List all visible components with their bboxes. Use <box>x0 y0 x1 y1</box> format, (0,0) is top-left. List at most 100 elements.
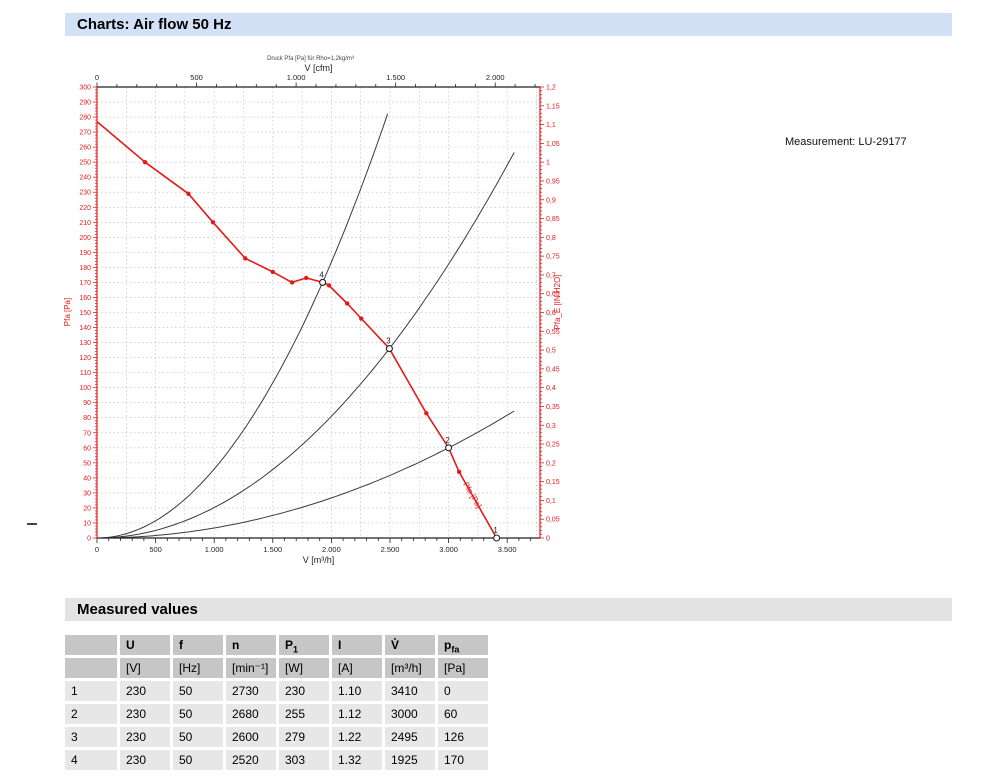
svg-text:2: 2 <box>445 436 450 445</box>
svg-text:160: 160 <box>79 295 91 302</box>
svg-text:130: 130 <box>79 340 91 347</box>
svg-text:0,45: 0,45 <box>546 366 560 373</box>
svg-text:0: 0 <box>95 73 99 82</box>
svg-text:0: 0 <box>87 536 91 543</box>
svg-text:290: 290 <box>79 100 91 107</box>
table-header-cell: I <box>332 635 382 655</box>
svg-text:0,1: 0,1 <box>546 498 556 505</box>
svg-text:100: 100 <box>79 385 91 392</box>
table-cell: 230 <box>120 750 170 770</box>
page-margin-mark <box>27 523 37 525</box>
svg-text:1.000: 1.000 <box>287 73 306 82</box>
table-cell: 2680 <box>226 704 276 724</box>
table-cell: 1925 <box>385 750 435 770</box>
svg-text:1: 1 <box>546 160 550 167</box>
table-cell: 2730 <box>226 681 276 701</box>
table-unit-cell: [Hz] <box>173 658 223 678</box>
svg-text:V [m³/h]: V [m³/h] <box>303 555 335 565</box>
svg-text:0,55: 0,55 <box>546 329 560 336</box>
table-header-cell: P1 <box>279 635 329 655</box>
svg-text:Pfa_E [IN H2O]: Pfa_E [IN H2O] <box>553 274 562 329</box>
fan-pressure-curve <box>96 120 498 539</box>
axis-left: 0 10 20 30 40 50 60 70 80 90 100 110 120 130 140 150 160… <box>63 85 97 543</box>
svg-text:2.000: 2.000 <box>322 545 341 554</box>
svg-text:3.000: 3.000 <box>439 545 458 554</box>
table-cell: 50 <box>173 681 223 701</box>
grid-lines <box>97 87 540 538</box>
svg-text:80: 80 <box>83 415 91 422</box>
table-cell: 1.10 <box>332 681 382 701</box>
svg-text:0,9: 0,9 <box>546 197 556 204</box>
svg-text:180: 180 <box>79 265 91 272</box>
axis-top: 0 500 1.000 1.500 2.000 V [cfm]Druck Pfa [Pa]… <box>95 56 536 87</box>
svg-text:220: 220 <box>79 205 91 212</box>
system-curves <box>96 113 515 539</box>
table-cell: 230 <box>120 727 170 747</box>
table-cell: 303 <box>279 750 329 770</box>
table-header-cell: pfa <box>438 635 488 655</box>
table-row-number: 1 <box>65 681 117 701</box>
svg-text:1,15: 1,15 <box>546 103 560 110</box>
axis-bottom: 0 500 1.000 1.500 2.000 2.500 3.000 3.500 V [m³/… <box>95 538 532 565</box>
svg-text:0,65: 0,65 <box>546 291 560 298</box>
svg-text:0: 0 <box>95 545 99 554</box>
page-title-bar: Charts: Air flow 50 Hz <box>65 13 952 36</box>
table-cell: 230 <box>279 681 329 701</box>
svg-text:1.000: 1.000 <box>205 545 224 554</box>
svg-text:170: 170 <box>79 280 91 287</box>
svg-text:3.500: 3.500 <box>498 545 517 554</box>
svg-text:210: 210 <box>79 220 91 227</box>
svg-text:1,2: 1,2 <box>546 85 556 92</box>
svg-text:0,5: 0,5 <box>546 348 556 355</box>
table-cell: 1.22 <box>332 727 382 747</box>
svg-text:30: 30 <box>83 490 91 497</box>
svg-text:Druck Pfa [Pa] für Rho=1,2kg/m: Druck Pfa [Pa] für Rho=1,2kg/m³ <box>267 56 354 62</box>
svg-text:1,05: 1,05 <box>546 141 560 148</box>
svg-text:260: 260 <box>79 145 91 152</box>
svg-text:0: 0 <box>546 536 550 543</box>
table-cell: 2600 <box>226 727 276 747</box>
table-cell: 230 <box>120 704 170 724</box>
svg-text:150: 150 <box>79 310 91 317</box>
airflow-chart-svg: 0 500 1.000 1.500 2.000 2.500 3.000 3.500 V [m³/… <box>63 56 562 565</box>
table-header-cell <box>65 635 117 655</box>
table-cell: 279 <box>279 727 329 747</box>
table-header-cell: n <box>226 635 276 655</box>
svg-text:300: 300 <box>79 85 91 92</box>
svg-text:1.500: 1.500 <box>263 545 282 554</box>
svg-text:200: 200 <box>79 235 91 242</box>
svg-text:110: 110 <box>80 370 91 377</box>
table-row-number: 2 <box>65 704 117 724</box>
svg-text:70: 70 <box>83 430 91 437</box>
svg-text:1,1: 1,1 <box>546 122 556 129</box>
svg-text:0,05: 0,05 <box>546 517 560 524</box>
svg-text:2.000: 2.000 <box>486 73 505 82</box>
measurement-label: Measurement: LU-29177 <box>785 136 907 148</box>
svg-text:0,85: 0,85 <box>546 216 560 223</box>
svg-text:190: 190 <box>79 250 91 257</box>
svg-text:40: 40 <box>83 475 91 482</box>
svg-text:270: 270 <box>79 130 91 137</box>
section-header-bar: Measured values <box>65 598 952 621</box>
svg-text:3: 3 <box>386 337 391 346</box>
table-unit-cell: [W] <box>279 658 329 678</box>
svg-text:Pfa [Pa]: Pfa [Pa] <box>63 298 72 326</box>
svg-text:2.500: 2.500 <box>381 545 400 554</box>
svg-text:0,95: 0,95 <box>546 178 560 185</box>
svg-text:1: 1 <box>493 526 498 535</box>
page-title: Charts: Air flow 50 Hz <box>77 16 232 33</box>
svg-text:500: 500 <box>190 73 203 82</box>
table-cell: 50 <box>173 750 223 770</box>
table-row-number: 4 <box>65 750 117 770</box>
table-cell: 50 <box>173 704 223 724</box>
svg-text:60: 60 <box>83 445 91 452</box>
table-cell: 3410 <box>385 681 435 701</box>
svg-text:120: 120 <box>79 355 91 362</box>
table-header-cell: f <box>173 635 223 655</box>
svg-text:0,4: 0,4 <box>546 385 556 392</box>
svg-text:0,75: 0,75 <box>546 254 560 261</box>
table-cell: 60 <box>438 704 488 724</box>
axis-right: 0 0,05 0,1 0,15 0,2 0,25 0,3 0,35 0,4 0,45 0,5 0,55… <box>540 85 562 543</box>
svg-text:240: 240 <box>79 175 91 182</box>
svg-text:280: 280 <box>79 115 91 122</box>
